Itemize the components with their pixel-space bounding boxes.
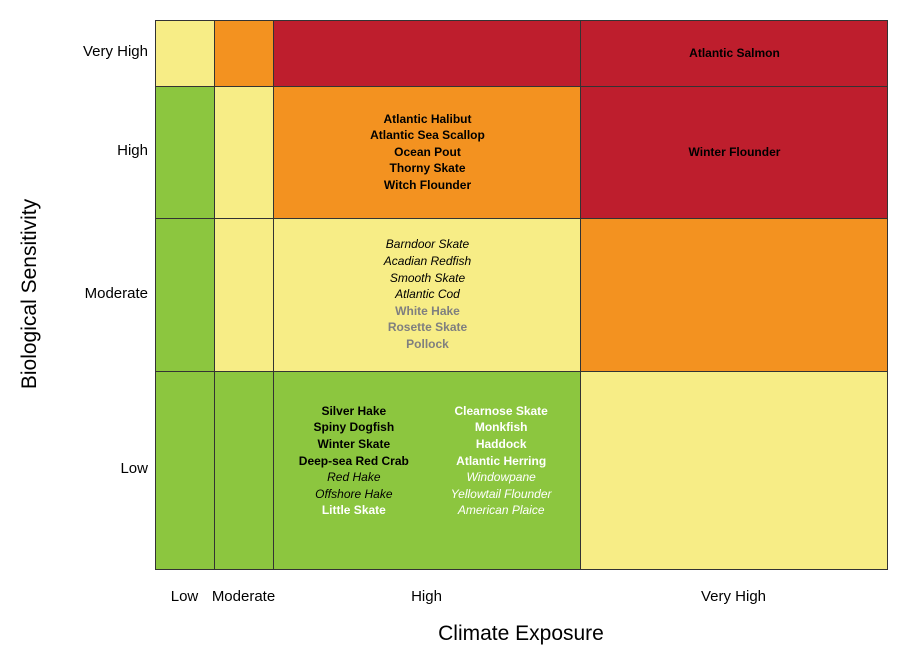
species-label-smooth-skate: Smooth Skate [389,270,466,285]
cell-exposure-moderate-sensitivity-low [214,371,274,570]
y-tick-high: High [117,142,148,159]
cell-exposure-moderate-sensitivity-moderate [214,218,274,372]
species-label-thorny-skate: Thorny Skate [389,161,466,176]
species-label-atlantic-salmon: Atlantic Salmon [689,45,780,60]
species-list: Clearnose Skate Monkfish Haddock Atlantic H… [421,403,581,519]
species-label-witch-flounder: Witch Flounder [383,177,472,192]
cell-exposure-high-sensitivity-low: Silver Hake Spiny Dogfish Winter Skate Deep… [273,371,581,570]
species-label-rosette-skate: Rosette Skate [387,320,468,335]
cell-exposure-high-sensitivity-moderate: Barndoor Skate Acadian Redfish Smooth Skat… [273,218,581,372]
y-tick-very-high: Very High [82,43,148,60]
species-label-atlantic-sea-scallop: Atlantic Sea Scallop [370,128,485,143]
cell-exposure-very-high-sensitivity-low [580,371,888,570]
x-tick-moderate: Moderate [211,588,276,605]
cell-exposure-high-sensitivity-high: Atlantic Halibut Atlantic Sea Scallop Ocea… [273,86,581,219]
species-label-windowpane: Windowpane [466,470,536,485]
species-label-atlantic-herring: Atlantic Herring [456,453,547,468]
species-list: Silver Hake Spiny Dogfish Winter Skate Deep… [274,403,434,519]
species-label-pollock: Pollock [406,336,449,351]
x-tick-very-high: Very High [700,588,767,605]
species-label-red-hake: Red Hake [327,470,381,485]
species-label-winter-skate: Winter Skate [317,437,391,452]
species-label-clearnose-skate: Clearnose Skate [454,403,548,418]
y-tick-moderate: Moderate [84,284,148,302]
cell-exposure-moderate-sensitivity-high [214,86,274,219]
species-label-ocean-pout: Ocean Pout [394,144,461,159]
species-label-acadian-redfish: Acadian Redfish [383,253,472,268]
cell-exposure-high-sensitivity-very-high [273,20,581,87]
cell-exposure-low-sensitivity-low [155,371,215,570]
species-label-barndoor-skate: Barndoor Skate [385,237,470,252]
species-label-atlantic-cod: Atlantic Cod [395,287,460,302]
species-label-white-hake: White Hake [395,303,460,318]
species-list: Atlantic Halibut Atlantic Sea Scallop Ocea… [274,111,581,194]
cell-exposure-very-high-sensitivity-very-high: Atlantic Salmon [580,20,888,87]
y-tick-low: Low [120,460,148,477]
x-axis-title: Climate Exposure [438,622,604,645]
species-label-little-skate: Little Skate [321,503,386,518]
species-list: Barndoor Skate Acadian Redfish Smooth Skat… [274,236,581,352]
species-label-haddock: Haddock [475,437,527,452]
y-axis-title: Biological Sensitivity [18,198,41,390]
cell-exposure-low-sensitivity-very-high [155,20,215,87]
species-label-offshore-hake: Offshore Hake [315,486,393,501]
x-tick-high: High [411,588,442,605]
species-label-silver-hake: Silver Hake [321,403,387,418]
x-tick-low: Low [170,588,199,605]
cell-exposure-low-sensitivity-high [155,86,215,219]
species-list: Winter Flounder [581,144,888,161]
species-label-yellowtail-flounder: Yellowtail Flounder [450,486,552,501]
species-label-atlantic-halibut: Atlantic Halibut [383,111,472,126]
species-label-spiny-dogfish: Spiny Dogfish [313,420,395,435]
species-list: Atlantic Salmon [581,45,888,62]
species-label-winter-flounder: Winter Flounder [688,144,781,159]
cell-exposure-very-high-sensitivity-moderate [580,218,888,372]
cell-exposure-low-sensitivity-moderate [155,218,215,372]
cell-exposure-very-high-sensitivity-high: Winter Flounder [580,86,888,219]
species-label-american-plaice: American Plaice [457,503,545,518]
species-label-monkfish: Monkfish [474,420,528,435]
cell-exposure-moderate-sensitivity-very-high [214,20,274,87]
species-label-deep-sea-red-crab: Deep-sea Red Crab [298,453,409,468]
